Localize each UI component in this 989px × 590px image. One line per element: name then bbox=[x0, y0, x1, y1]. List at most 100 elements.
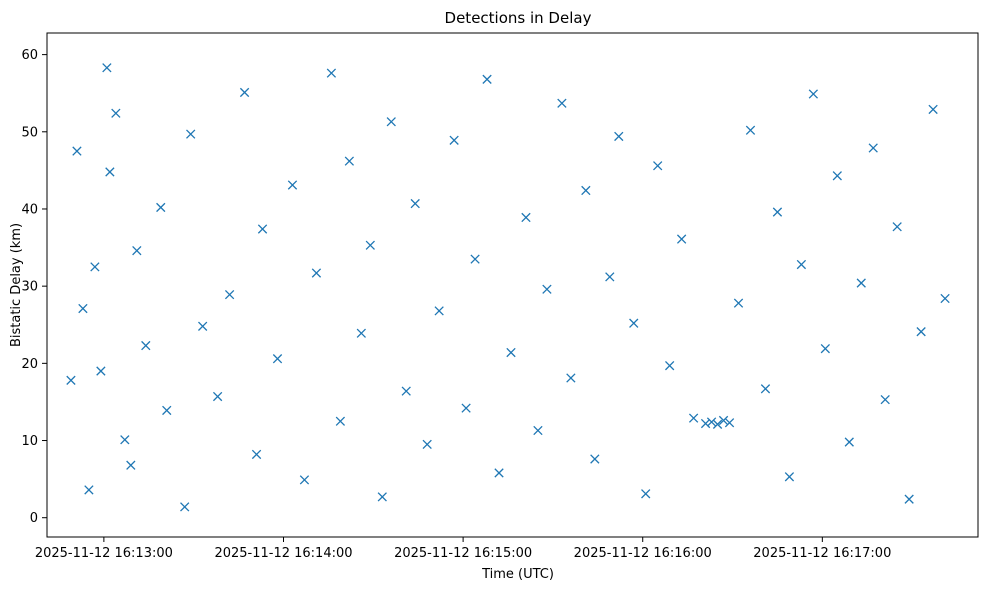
data-point-30 bbox=[356, 328, 366, 338]
data-point-7 bbox=[120, 435, 130, 445]
y-tick-label-5: 50 bbox=[21, 125, 38, 140]
data-point-76 bbox=[880, 394, 890, 405]
data-point-79 bbox=[916, 327, 926, 337]
data-point-40 bbox=[470, 254, 480, 264]
data-point-8 bbox=[66, 375, 76, 385]
data-point-28 bbox=[335, 416, 346, 426]
data-point-5 bbox=[84, 485, 94, 495]
data-point-36 bbox=[422, 439, 432, 450]
data-point-65 bbox=[745, 125, 756, 135]
y-tick-label-2: 20 bbox=[21, 357, 38, 372]
data-point-45 bbox=[533, 425, 543, 436]
data-point-37 bbox=[434, 306, 444, 316]
data-point-73 bbox=[844, 437, 854, 447]
data-point-21 bbox=[251, 449, 262, 460]
data-point-78 bbox=[904, 494, 914, 504]
data-point-33 bbox=[386, 117, 396, 127]
x-axis-label: Time (UTC) bbox=[481, 567, 554, 582]
data-point-72 bbox=[832, 171, 842, 181]
data-point-34 bbox=[401, 386, 411, 396]
plot-area bbox=[46, 32, 979, 538]
data-point-63 bbox=[724, 418, 735, 428]
data-point-41 bbox=[482, 74, 492, 84]
data-point-52 bbox=[614, 131, 624, 142]
data-point-55 bbox=[653, 161, 663, 171]
y-tick-label-4: 40 bbox=[21, 202, 38, 217]
y-axis-ticks: 0 10 20 30 40 50 60 bbox=[21, 48, 47, 526]
data-point-0 bbox=[72, 146, 82, 156]
data-point-1 bbox=[90, 262, 100, 272]
data-point-32 bbox=[377, 492, 387, 502]
data-point-57 bbox=[676, 234, 687, 244]
data-point-6 bbox=[111, 108, 121, 118]
data-point-29 bbox=[344, 156, 355, 166]
data-point-46 bbox=[542, 284, 552, 294]
x-tick-label-0: 2025-11-12 16:13:00 bbox=[35, 546, 173, 561]
data-point-4 bbox=[78, 303, 88, 314]
data-point-35 bbox=[410, 198, 420, 209]
data-point-31 bbox=[365, 240, 375, 250]
y-tick-label-3: 30 bbox=[21, 280, 38, 295]
data-point-66 bbox=[760, 384, 771, 394]
data-point-3 bbox=[105, 167, 115, 177]
data-point-81 bbox=[940, 293, 950, 304]
data-point-74 bbox=[856, 278, 866, 288]
data-point-20 bbox=[239, 87, 250, 98]
data-point-47 bbox=[557, 98, 567, 108]
data-point-15 bbox=[180, 502, 190, 512]
data-point-71 bbox=[820, 344, 830, 354]
data-point-69 bbox=[796, 259, 807, 270]
data-point-53 bbox=[629, 318, 639, 328]
data-point-17 bbox=[198, 321, 208, 331]
y-tick-label-6: 60 bbox=[21, 48, 38, 63]
data-point-64 bbox=[733, 298, 744, 308]
data-point-25 bbox=[299, 475, 310, 485]
data-point-61 bbox=[712, 419, 723, 429]
data-point-13 bbox=[156, 202, 166, 213]
data-point-44 bbox=[521, 212, 531, 223]
data-point-19 bbox=[224, 289, 235, 300]
data-point-58 bbox=[688, 413, 699, 423]
x-tick-label-4: 2025-11-12 16:17:00 bbox=[753, 546, 891, 561]
data-points bbox=[66, 63, 950, 512]
data-point-68 bbox=[784, 472, 795, 482]
data-point-2 bbox=[96, 366, 106, 376]
x-tick-label-2: 2025-11-12 16:15:00 bbox=[394, 546, 532, 561]
data-point-22 bbox=[257, 224, 268, 234]
data-point-23 bbox=[272, 354, 283, 364]
x-tick-label-1: 2025-11-12 16:14:00 bbox=[214, 546, 352, 561]
data-point-11 bbox=[132, 245, 142, 256]
data-point-27 bbox=[326, 68, 337, 78]
data-point-67 bbox=[772, 207, 783, 217]
data-point-16 bbox=[186, 129, 196, 139]
data-point-42 bbox=[494, 468, 504, 478]
data-point-50 bbox=[590, 454, 600, 464]
data-point-56 bbox=[665, 360, 675, 371]
data-point-12 bbox=[141, 340, 151, 351]
data-point-38 bbox=[449, 135, 459, 145]
data-point-54 bbox=[641, 489, 651, 499]
data-point-62 bbox=[718, 415, 729, 426]
data-point-77 bbox=[892, 222, 902, 232]
data-point-26 bbox=[311, 268, 322, 278]
data-point-59 bbox=[700, 418, 711, 429]
data-point-51 bbox=[605, 272, 615, 282]
data-point-48 bbox=[566, 373, 576, 383]
data-point-70 bbox=[808, 89, 819, 99]
data-point-14 bbox=[162, 405, 172, 416]
data-point-80 bbox=[928, 104, 938, 115]
x-tick-label-3: 2025-11-12 16:16:00 bbox=[574, 546, 712, 561]
y-axis-label: Bistatic Delay (km) bbox=[9, 223, 24, 347]
x-axis-ticks: 2025-11-12 16:13:00 2025-11-12 16:14:00 20… bbox=[35, 537, 891, 561]
y-tick-label-0: 0 bbox=[30, 511, 38, 526]
y-tick-label-1: 10 bbox=[21, 434, 38, 449]
data-point-39 bbox=[461, 403, 471, 413]
chart-title: Detections in Delay bbox=[445, 9, 592, 27]
data-point-75 bbox=[868, 143, 878, 153]
data-point-49 bbox=[581, 185, 591, 196]
data-point-43 bbox=[506, 347, 516, 358]
data-point-9 bbox=[102, 63, 112, 73]
data-point-24 bbox=[287, 180, 298, 190]
data-point-10 bbox=[126, 460, 136, 470]
